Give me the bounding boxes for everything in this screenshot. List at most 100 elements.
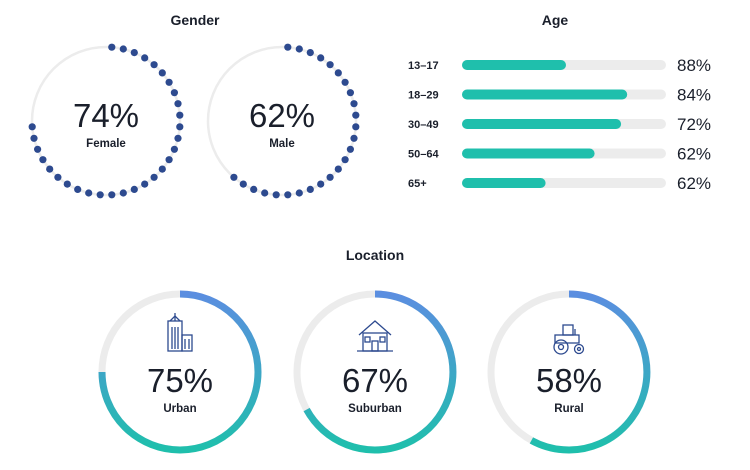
donut-arc xyxy=(303,290,457,454)
donut-label: Female xyxy=(86,138,126,150)
donut-value: 67% xyxy=(342,362,408,399)
age-title: Age xyxy=(541,12,569,28)
donut-dot xyxy=(96,191,104,199)
bar-row-65-plus: 65+ 62% xyxy=(408,174,711,193)
donut-dot xyxy=(165,156,173,164)
donut-dot xyxy=(306,49,314,57)
donut-dot xyxy=(158,165,166,173)
donut-dot xyxy=(346,145,354,153)
bar-category: 50–64 xyxy=(408,149,439,161)
donut-female: 74% Female xyxy=(28,43,184,199)
donut-dot xyxy=(295,189,303,197)
donut-dot xyxy=(326,61,334,69)
bar-category: 18–29 xyxy=(408,90,439,102)
donut-track xyxy=(30,45,182,197)
donut-label: Urban xyxy=(163,403,196,415)
donut-dot xyxy=(28,123,36,131)
donut-dot xyxy=(150,173,158,181)
bar-category: 30–49 xyxy=(408,119,439,131)
donut-dot xyxy=(334,69,342,77)
donut-label: Male xyxy=(269,138,295,150)
donut-dot xyxy=(119,45,127,53)
bar xyxy=(462,148,595,159)
donut-label: Rural xyxy=(554,403,583,415)
donut-dot xyxy=(284,43,292,51)
donut-dot xyxy=(158,69,166,77)
donut-arc xyxy=(98,290,262,454)
donut-dot xyxy=(295,45,303,53)
donut-dot xyxy=(34,145,42,153)
donut-dot xyxy=(317,54,325,62)
gender-title: Gender xyxy=(170,12,220,28)
donut-dot xyxy=(230,173,238,181)
donut-suburban: 67% Suburban xyxy=(293,290,457,454)
donut-dot xyxy=(108,191,116,199)
city-building-icon xyxy=(167,313,193,352)
bar-value: 84% xyxy=(677,86,711,105)
donut-dot xyxy=(250,185,258,193)
donut-dot xyxy=(39,156,47,164)
donut-dot xyxy=(170,145,178,153)
donut-dot xyxy=(165,78,173,86)
donut-dot xyxy=(317,180,325,188)
donut-arc xyxy=(529,290,651,454)
donut-track xyxy=(206,45,358,197)
bar-row-18-29: 18–29 84% xyxy=(408,86,711,105)
donut-dot xyxy=(130,185,138,193)
donut-dot xyxy=(63,180,71,188)
tractor-icon xyxy=(553,324,585,355)
donut-dot xyxy=(30,134,38,142)
donut-dot xyxy=(130,49,138,57)
donut-dot xyxy=(150,61,158,69)
donut-male: 62% Male xyxy=(206,43,360,199)
donut-value: 58% xyxy=(536,362,602,399)
donut-dot xyxy=(176,123,184,131)
bar-row-50-64: 50–64 62% xyxy=(408,145,711,164)
location-title: Location xyxy=(345,247,405,263)
donut-dot xyxy=(174,134,182,142)
donut-urban: 75% Urban xyxy=(98,290,262,454)
donut-dot xyxy=(284,191,292,199)
donut-dot xyxy=(108,43,116,51)
bar-row-13-17: 13–17 88% xyxy=(408,56,711,75)
donut-rural: 58% Rural xyxy=(487,290,651,454)
donut-dot xyxy=(119,189,127,197)
donut-dot xyxy=(141,180,149,188)
bar xyxy=(462,89,628,100)
donut-dot xyxy=(326,173,334,181)
donut-dot xyxy=(346,89,354,97)
donut-dot xyxy=(341,156,349,164)
donut-label: Suburban xyxy=(348,403,402,415)
donut-dot xyxy=(141,54,149,62)
donut-value: 75% xyxy=(147,362,213,399)
donut-dot xyxy=(350,134,358,142)
donut-value: 62% xyxy=(249,97,315,134)
donut-dot xyxy=(170,89,178,97)
donut-dot xyxy=(239,180,247,188)
donut-dot xyxy=(85,189,93,197)
bar-category: 13–17 xyxy=(408,60,439,72)
donut-dot xyxy=(174,100,182,108)
donut-dot xyxy=(46,165,54,173)
donut-dot xyxy=(352,123,360,131)
donut-dot xyxy=(352,111,360,119)
donut-dot xyxy=(54,173,62,181)
donut-dot xyxy=(306,185,314,193)
bar-value: 62% xyxy=(677,145,711,164)
bar-value: 62% xyxy=(677,174,711,193)
donut-dot xyxy=(272,191,280,199)
bar xyxy=(462,119,622,129)
house-icon xyxy=(357,320,393,352)
bar-value: 72% xyxy=(677,115,711,134)
donut-dots xyxy=(28,43,184,199)
donut-dot xyxy=(176,111,184,119)
donut-dots xyxy=(230,43,360,199)
donut-value: 74% xyxy=(73,97,139,134)
bar-value: 88% xyxy=(677,56,711,75)
bar xyxy=(462,178,546,188)
donut-dot xyxy=(74,185,82,193)
bar-row-30-49: 30–49 72% xyxy=(408,115,711,134)
donut-dot xyxy=(341,78,349,86)
donut-dot xyxy=(334,165,342,173)
